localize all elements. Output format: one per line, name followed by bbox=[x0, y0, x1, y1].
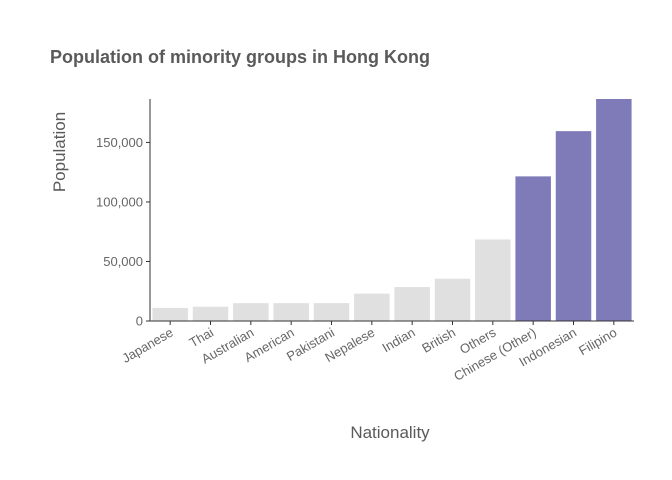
bar-australian bbox=[233, 303, 269, 321]
bar-british bbox=[434, 278, 471, 321]
bar-others bbox=[475, 239, 511, 321]
x-tick-label: Japanese bbox=[119, 325, 175, 366]
y-tick-label: 100,000 bbox=[96, 194, 143, 209]
bar-chinese-other bbox=[515, 176, 551, 321]
bar-filipino bbox=[596, 99, 632, 321]
bar-pakistani bbox=[313, 303, 350, 321]
bar-thai bbox=[192, 306, 229, 321]
x-tick-label: Filipino bbox=[576, 325, 619, 359]
bar-indonesian bbox=[555, 131, 592, 321]
plot-area: Japanese ThaiAustralianAmericanPakistaniN… bbox=[96, 99, 634, 384]
x-tick-label: Indian bbox=[379, 325, 417, 356]
y-tick-label: 150,000 bbox=[96, 135, 143, 150]
bar-japanese bbox=[152, 307, 188, 321]
bar-american bbox=[273, 303, 309, 321]
chart-title: Population of minority groups in Hong Ko… bbox=[50, 47, 430, 67]
y-axis-title: Population bbox=[50, 112, 69, 192]
y-tick-label: 0 bbox=[136, 314, 143, 329]
bar-indian bbox=[394, 287, 430, 321]
bar-nepalese bbox=[354, 293, 390, 321]
y-tick-label: 50,000 bbox=[103, 254, 143, 269]
x-tick-label: British bbox=[419, 325, 458, 356]
x-axis-title: Nationality bbox=[350, 423, 430, 442]
